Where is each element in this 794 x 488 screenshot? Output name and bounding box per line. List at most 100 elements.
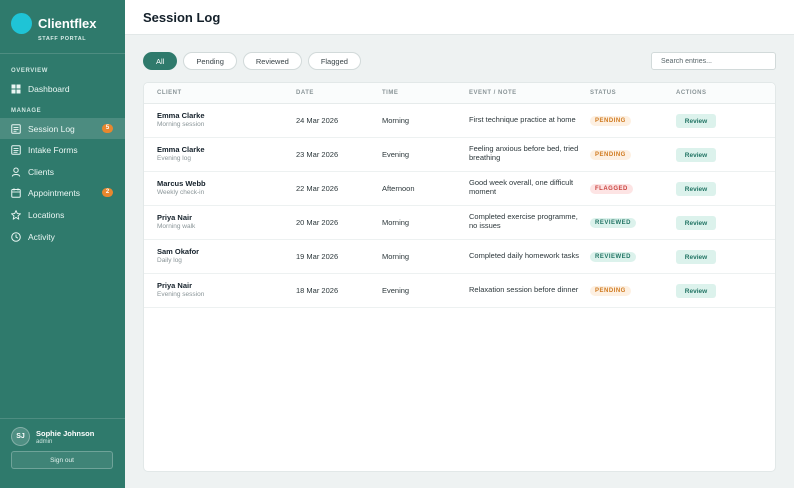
filter-pending-button[interactable]: Pending xyxy=(183,52,237,70)
note-cell: Feeling anxious before bed, tried breath… xyxy=(469,144,579,162)
count-badge: 5 xyxy=(102,124,113,133)
client-cell: Priya Nair Evening session xyxy=(157,281,204,298)
date-cell: 19 Mar 2026 xyxy=(296,252,339,261)
status-badge: REVIEWED xyxy=(590,218,637,228)
sidebar-item-label: Locations xyxy=(28,209,65,220)
table-header: CLIENT DATE TIME EVENT / NOTE STATUS ACT… xyxy=(144,83,775,104)
grid-icon xyxy=(11,84,21,94)
client-cell: Emma Clarke Morning session xyxy=(157,111,205,128)
note-cell: Relaxation session before dinner xyxy=(469,285,579,294)
time-cell: Evening xyxy=(382,286,410,295)
person-icon xyxy=(11,167,21,177)
brand-name: Clientflex xyxy=(38,16,97,31)
log-icon xyxy=(11,123,21,134)
review-button[interactable]: Review xyxy=(676,148,716,162)
sidebar-item-clients[interactable]: Clients xyxy=(0,161,125,182)
filter-reviewed-button[interactable]: Reviewed xyxy=(242,52,302,70)
time-cell: Morning xyxy=(382,218,410,227)
top-bar: Session Log xyxy=(125,0,794,35)
time-cell: Evening xyxy=(382,150,410,159)
review-button[interactable]: Review xyxy=(676,250,716,264)
form-icon xyxy=(11,144,21,155)
client-subtitle: Weekly check-in xyxy=(157,189,205,196)
status-badge: PENDING xyxy=(590,150,631,160)
date-cell: 20 Mar 2026 xyxy=(296,218,339,227)
table-row[interactable]: Priya Nair Evening session 18 Mar 2026 Even… xyxy=(144,274,775,308)
status-badge: PENDING xyxy=(590,116,631,126)
column-header-time[interactable]: TIME xyxy=(382,90,399,96)
time-cell: Afternoon xyxy=(382,184,415,193)
user-profile[interactable]: SJ Sophie Johnson admin xyxy=(11,427,94,446)
sidebar-item-intake-forms[interactable]: Intake Forms xyxy=(0,139,125,160)
status-badge: FLAGGED xyxy=(590,184,633,194)
review-button[interactable]: Review xyxy=(676,216,716,230)
sidebar-item-label: Session Log xyxy=(28,123,75,134)
client-name[interactable]: Priya Nair xyxy=(157,281,193,290)
date-cell: 22 Mar 2026 xyxy=(296,184,339,193)
table-row[interactable]: Marcus Webb Weekly check-in 22 Mar 2026 Aft… xyxy=(144,172,775,206)
user-role: admin xyxy=(36,438,53,445)
sidebar-divider xyxy=(0,53,125,54)
column-header-date[interactable]: DATE xyxy=(296,90,314,96)
column-header-client[interactable]: CLIENT xyxy=(157,90,182,96)
column-header-event-note[interactable]: EVENT / NOTE xyxy=(469,90,517,96)
client-cell: Emma Clarke Evening log xyxy=(157,145,205,162)
filter-all-button[interactable]: All xyxy=(143,52,178,70)
client-cell: Sam Okafor Daily log xyxy=(157,247,199,264)
review-button[interactable]: Review xyxy=(676,182,716,196)
column-header-status[interactable]: STATUS xyxy=(590,90,617,96)
table-row[interactable]: Priya Nair Morning walk 20 Mar 2026 Morning… xyxy=(144,206,775,240)
filter-tabs: All Pending Reviewed Flagged xyxy=(143,52,367,70)
client-name[interactable]: Sam Okafor xyxy=(157,247,200,256)
brand-subtitle: STAFF PORTAL xyxy=(38,36,87,42)
client-name[interactable]: Emma Clarke xyxy=(157,111,205,120)
date-cell: 24 Mar 2026 xyxy=(296,116,339,125)
sidebar-item-label: Clients xyxy=(28,166,54,177)
note-cell: First technique practice at home xyxy=(469,115,576,124)
date-cell: 18 Mar 2026 xyxy=(296,286,339,295)
page-title: Session Log xyxy=(143,10,221,25)
session-table: CLIENT DATE TIME EVENT / NOTE STATUS ACT… xyxy=(143,82,776,472)
sidebar-item-activity[interactable]: Activity xyxy=(0,226,125,247)
client-subtitle: Morning session xyxy=(157,121,205,128)
column-header-actions: ACTIONS xyxy=(676,90,707,96)
note-cell: Good week overall, one difficult moment xyxy=(469,178,574,196)
sidebar: Clientflex STAFF PORTAL OVERVIEW Dashboa… xyxy=(0,0,125,488)
status-badge: PENDING xyxy=(590,286,631,296)
filter-flagged-button[interactable]: Flagged xyxy=(307,52,361,70)
client-subtitle: Daily log xyxy=(157,257,182,264)
client-name[interactable]: Priya Nair xyxy=(157,213,193,222)
section-label-overview: OVERVIEW xyxy=(11,68,49,74)
avatar: SJ xyxy=(11,427,30,446)
search-input[interactable] xyxy=(651,52,776,70)
table-row[interactable]: Emma Clarke Morning session 24 Mar 2026 Mor… xyxy=(144,104,775,138)
sidebar-item-label: Appointments xyxy=(28,187,80,198)
note-cell: Completed exercise programme, no issues xyxy=(469,212,578,230)
review-button[interactable]: Review xyxy=(676,284,716,298)
note-cell: Completed daily homework tasks xyxy=(469,251,580,260)
time-cell: Morning xyxy=(382,252,410,261)
user-name: Sophie Johnson xyxy=(36,428,95,438)
sign-out-button[interactable]: Sign out xyxy=(11,451,113,469)
client-name[interactable]: Marcus Webb xyxy=(157,179,206,188)
client-cell: Priya Nair Morning walk xyxy=(157,213,195,230)
client-subtitle: Evening session xyxy=(157,291,205,298)
table-row[interactable]: Emma Clarke Evening log 23 Mar 2026 Evening… xyxy=(144,138,775,172)
sidebar-item-session-log[interactable]: Session Log 5 xyxy=(0,118,125,139)
calendar-icon xyxy=(11,187,21,198)
client-cell: Marcus Webb Weekly check-in xyxy=(157,179,206,196)
client-subtitle: Evening log xyxy=(157,155,191,162)
table-row[interactable]: Sam Okafor Daily log 19 Mar 2026 Morning Com… xyxy=(144,240,775,274)
client-name[interactable]: Emma Clarke xyxy=(157,145,205,154)
sidebar-item-appointments[interactable]: Appointments 2 xyxy=(0,182,125,203)
sidebar-divider xyxy=(0,418,125,419)
count-badge: 2 xyxy=(102,188,113,197)
brand[interactable]: Clientflex xyxy=(11,13,97,34)
sidebar-item-locations[interactable]: Locations xyxy=(0,204,125,225)
clock-icon xyxy=(11,231,21,242)
review-button[interactable]: Review xyxy=(676,114,716,128)
brand-logo-icon xyxy=(11,13,32,34)
date-cell: 23 Mar 2026 xyxy=(296,150,339,159)
star-icon xyxy=(11,209,21,220)
sidebar-item-dashboard[interactable]: Dashboard xyxy=(0,78,125,99)
